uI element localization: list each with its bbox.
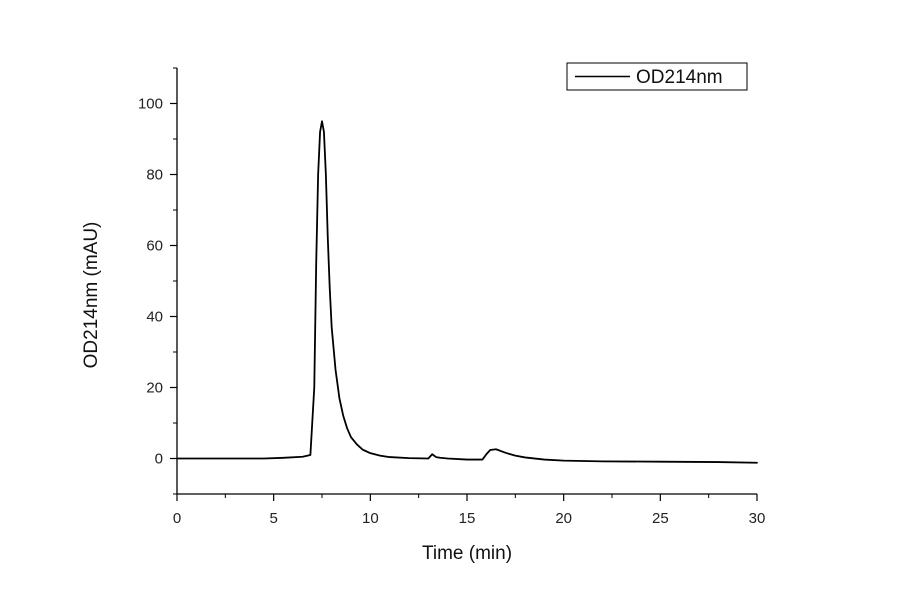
x-tick-label: 0 xyxy=(173,510,181,527)
x-tick-label: 5 xyxy=(269,510,277,527)
x-tick-label: 15 xyxy=(459,510,476,527)
x-tick-label: 20 xyxy=(555,510,572,527)
x-axis: 0 5 10 15 20 25 30 xyxy=(173,493,766,527)
x-axis-title: Time (min) xyxy=(422,543,512,564)
plot-area xyxy=(176,120,758,464)
y-tick-label: 60 xyxy=(146,238,163,255)
y-tick-label: 80 xyxy=(146,167,163,184)
y-tick-label: 100 xyxy=(138,96,163,113)
x-tick-label: 25 xyxy=(652,510,669,527)
y-tick-label: 20 xyxy=(146,380,163,397)
x-tick-label: 30 xyxy=(749,510,766,527)
legend-entry-od214nm: OD214nm xyxy=(636,67,723,88)
y-axis-title: OD214nm (mAU) xyxy=(81,222,102,369)
series-line-0 xyxy=(176,120,758,464)
x-tick-label: 10 xyxy=(362,510,379,527)
y-tick-label: 40 xyxy=(146,309,163,326)
y-tick-label: 0 xyxy=(155,451,163,468)
y-axis: 0 20 40 60 80 100 xyxy=(138,67,178,495)
legend: OD214nm xyxy=(566,62,748,91)
